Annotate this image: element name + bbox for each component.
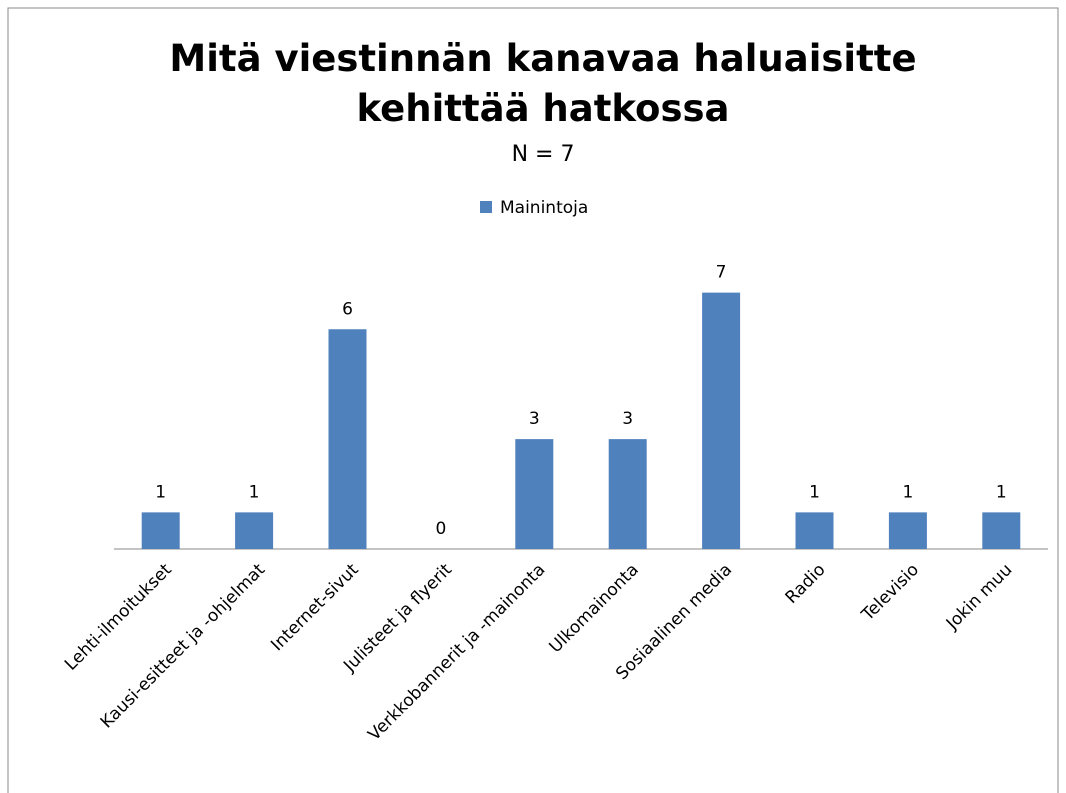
data-label: 3 — [529, 409, 540, 429]
bar — [328, 329, 367, 549]
bar — [515, 439, 554, 549]
data-label: 1 — [809, 482, 820, 502]
x-tick-label: Ulkomainonta — [546, 560, 643, 657]
x-tick-label: Internet-sivut — [267, 560, 362, 655]
bar — [795, 512, 834, 549]
bar — [235, 512, 274, 549]
x-tick-label: Jokin muu — [942, 560, 1016, 634]
bar — [608, 439, 647, 549]
data-label: 3 — [622, 409, 633, 429]
data-label: 0 — [435, 519, 446, 539]
bar — [982, 512, 1021, 549]
chart-border — [7, 7, 1059, 793]
data-label: 1 — [902, 482, 913, 502]
legend-label: Mainintoja — [500, 198, 588, 218]
data-label: 7 — [716, 263, 727, 283]
data-label: 1 — [996, 482, 1007, 502]
x-tick-label: Kausi-esitteet ja -ohjelmat — [97, 560, 270, 733]
chart-subtitle: N = 7 — [512, 142, 575, 167]
chart-title: Mitä viestinnän kanavaa haluaisitte kehi… — [169, 37, 917, 130]
bar — [141, 512, 180, 549]
data-label: 6 — [342, 299, 353, 319]
bar — [888, 512, 927, 549]
x-tick-label: Radio — [782, 560, 830, 608]
data-label: 1 — [155, 482, 166, 502]
bar — [702, 292, 741, 549]
data-label: 1 — [249, 482, 260, 502]
x-tick-label: Televisio — [857, 560, 923, 626]
x-tick-label: Verkkobannerit ja -mainonta — [364, 560, 549, 745]
legend-swatch — [480, 201, 492, 213]
